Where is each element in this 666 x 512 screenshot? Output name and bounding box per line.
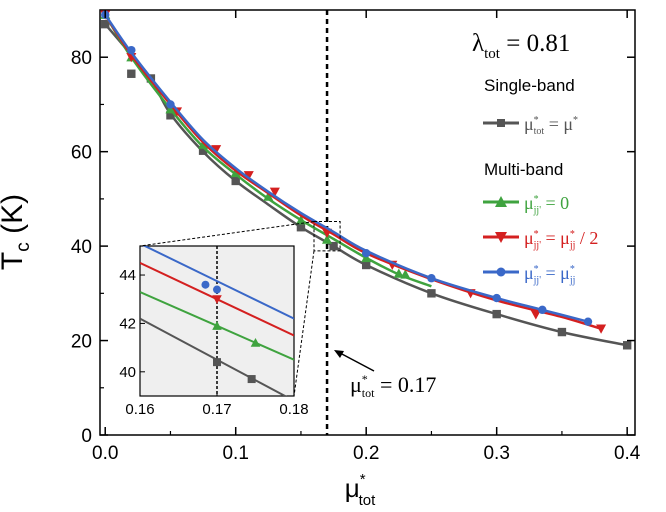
- marker-triangle-up: [165, 104, 176, 114]
- zoom-connector: [139, 221, 315, 247]
- inset-series-line-3: [142, 246, 294, 320]
- marker-square: [127, 69, 136, 78]
- svg-text:μ*tot = μ*: μ* tot = μ*: [524, 114, 578, 137]
- x-tick-label: 0.2: [353, 443, 379, 464]
- marker-triangle-up: [230, 167, 241, 178]
- x-tick-label: 0.0: [92, 443, 118, 464]
- marker-triangle-down: [243, 171, 254, 181]
- marker-square: [492, 309, 501, 319]
- zoom-region: [313, 221, 341, 252]
- marker-triangle-down: [596, 324, 607, 334]
- main-axes: 0.0 0.1 0.2 0.3 0.4 0 20 40 60 80: [71, 10, 641, 464]
- svg-text:μ*jj' = 0: μ* jj' = 0: [524, 193, 569, 216]
- marker-triangle-up: [250, 337, 261, 347]
- annotation: μ* tot = 0.17: [334, 350, 436, 400]
- marker-triangle-down: [211, 145, 222, 155]
- marker-square: [427, 289, 436, 298]
- svg-text:μ*jj' = μ*jj: μ* jj' = μ* jj: [524, 263, 575, 286]
- marker-triangle-up: [393, 268, 404, 278]
- main-plot-area: [100, 10, 632, 435]
- y-tick-label: 60: [71, 143, 92, 164]
- marker-triangle-up: [400, 269, 411, 279]
- y-tick-label: 20: [71, 332, 92, 353]
- legend-entry-full: μ* jj' = μ* jj: [483, 263, 575, 286]
- marker-circle: [127, 45, 136, 55]
- marker-triangle-up: [263, 191, 274, 201]
- x-axis-title: μ* tot: [345, 471, 376, 509]
- inset-plot-area: [140, 246, 294, 396]
- svg-text:μ*jj' = μ*jj / 2: μ* jj' = μ* jj / 2: [524, 228, 598, 251]
- marker-square: [213, 358, 221, 367]
- y-tick-label: 80: [71, 48, 92, 69]
- marker-square: [247, 375, 256, 384]
- legend: Single-band μ* tot = μ* Multi-band μ* jj' …: [483, 76, 598, 286]
- lambda-label: λtot = 0.81: [472, 30, 570, 62]
- inset-y-tick-label: 44: [119, 267, 136, 284]
- marker-square: [361, 260, 371, 270]
- marker-triangle-up: [322, 234, 333, 244]
- inset: 0.16 0.17 0.18 40 42 44: [119, 221, 341, 418]
- y-tick-label: 40: [71, 237, 92, 258]
- marker-triangle-down: [269, 187, 280, 197]
- marker-circle: [538, 305, 547, 315]
- marker-circle: [583, 317, 593, 326]
- legend-entry-zero: μ* jj' = 0: [483, 193, 569, 216]
- legend-heading-multi: Multi-band: [484, 160, 563, 179]
- marker-circle: [213, 285, 221, 294]
- marker-square: [622, 341, 632, 350]
- y-tick-label: 0: [81, 426, 92, 447]
- marker-square: [101, 19, 110, 29]
- marker-triangle-up: [198, 139, 209, 149]
- marker-circle: [361, 248, 371, 258]
- marker-circle: [201, 280, 210, 289]
- marker-square: [329, 241, 338, 251]
- x-tick-label: 0.4: [614, 443, 641, 464]
- plot-frame: [99, 9, 636, 436]
- legend-entry-half: μ* jj' = μ* jj / 2: [483, 228, 598, 251]
- inset-y-tick-label: 42: [119, 315, 136, 332]
- marker-triangle-up: [361, 252, 372, 263]
- inset-x-tick-label: 0.16: [125, 401, 154, 418]
- marker-circle: [166, 100, 175, 109]
- annotation-text: μ* tot = 0.17: [350, 372, 436, 400]
- inset-x-tick-label: 0.17: [202, 401, 231, 418]
- marker-circle: [492, 293, 501, 303]
- x-tick-label: 0.1: [222, 443, 248, 464]
- marker-triangle-down: [212, 295, 222, 305]
- marker-square: [198, 146, 208, 155]
- zoom-connector: [293, 250, 315, 397]
- marker-square: [557, 327, 567, 337]
- marker-triangle-up: [212, 321, 222, 330]
- y-axis-title: Tc (K): [0, 194, 34, 270]
- marker-square: [231, 176, 240, 186]
- legend-entry-single: μ* tot = μ*: [483, 114, 578, 137]
- inset-y-tick-label: 40: [119, 364, 136, 381]
- marker-triangle-down: [530, 310, 541, 320]
- x-tick-label: 0.3: [483, 443, 509, 464]
- inset-x-tick-label: 0.18: [279, 401, 308, 418]
- marker-square: [166, 111, 175, 120]
- marker-square: [296, 223, 306, 232]
- marker-triangle-up: [295, 215, 306, 225]
- marker-circle: [427, 274, 436, 283]
- legend-heading-single: Single-band: [484, 76, 575, 95]
